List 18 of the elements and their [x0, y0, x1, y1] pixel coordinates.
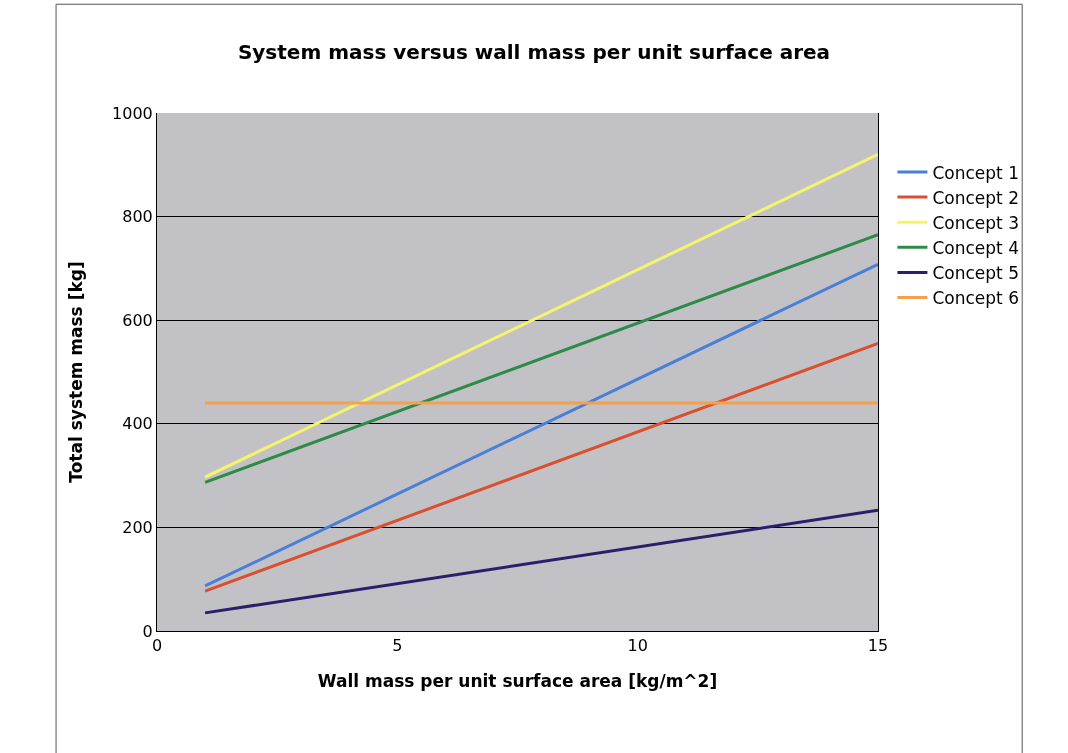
y-tick-label: 1000 — [112, 103, 153, 123]
legend-label: Concept 5 — [932, 263, 1019, 284]
legend-label: Concept 3 — [932, 212, 1019, 233]
legend-label: Concept 4 — [932, 237, 1019, 258]
legend-label: Concept 6 — [932, 288, 1019, 309]
legend-label: Concept 2 — [932, 187, 1019, 208]
y-tick-label: 200 — [122, 518, 153, 537]
x-tick-label: 5 — [392, 636, 403, 656]
y-tick-label: 0 — [142, 621, 153, 641]
y-tick-label: 800 — [122, 207, 153, 227]
x-tick-label: 10 — [627, 636, 648, 656]
y-axis-title: Total system mass [kg] — [65, 261, 86, 483]
chart-title: System mass versus wall mass per unit surface area — [237, 40, 831, 65]
y-tick-label: 400 — [122, 414, 153, 434]
legend-label: Concept 1 — [932, 162, 1019, 183]
y-tick-label: 600 — [122, 310, 153, 330]
x-axis-title: Wall mass per unit surface area [kg/m^2] — [317, 670, 718, 691]
x-tick-label: 15 — [867, 636, 889, 656]
